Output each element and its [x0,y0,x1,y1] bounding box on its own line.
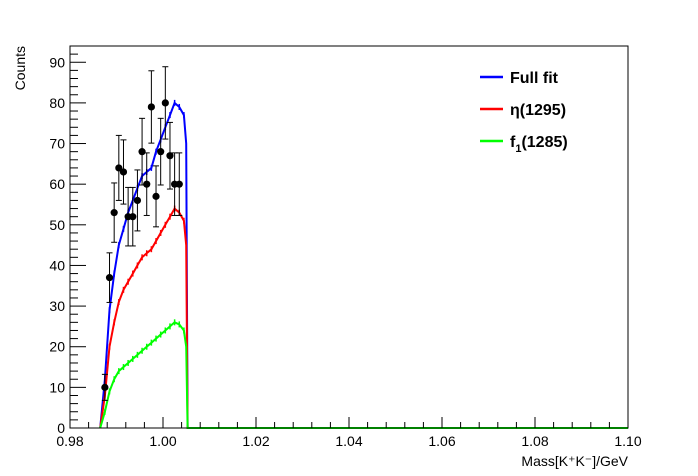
x-axis: 0.98 1.00 1.02 1.04 1.06 1.08 1.10 [56,417,642,449]
y-tick-label: 30 [49,298,65,314]
y-axis: 0 10 20 30 40 50 60 70 80 90 [49,45,86,436]
data-point [115,164,123,172]
y-tick-label: 10 [49,379,65,395]
legend: Full fit η(1295) f1(1285) [480,70,568,155]
legend-label: f1(1285) [510,134,568,155]
y-tick-label: 40 [49,257,65,273]
series-line [99,101,628,429]
data-point [147,103,155,111]
legend-label-sub: 1 [515,143,521,155]
y-tick-label: 70 [49,136,65,152]
legend-label-main: f [510,134,516,151]
y-tick-label: 90 [49,54,65,70]
x-tick-label: 1.06 [428,433,455,449]
legend-label-rest: (1285) [521,134,567,151]
data-points [101,66,183,401]
data-point [110,209,118,217]
data-point [152,192,160,200]
data-point [101,383,109,391]
plot-marks [99,66,628,429]
data-point [166,152,174,160]
x-tick-label: 1.10 [614,433,641,449]
data-point [119,168,128,176]
y-tick-label: 60 [49,176,65,192]
x-tick-label: 1.04 [335,433,362,449]
series-line [99,321,628,429]
y-tick-label: 0 [57,420,65,436]
series-line [99,207,628,429]
data-point [138,148,146,156]
y-tick-label: 50 [49,217,65,233]
x-axis-title: Mass[K⁺K⁻]/GeV [521,453,628,469]
data-point [175,180,183,188]
data-point [133,196,142,205]
y-axis-title: Counts [12,46,28,90]
x-tick-label: 0.98 [56,433,83,449]
data-point [161,99,169,107]
series-f1-1285- [99,319,628,429]
legend-label: η(1295) [510,102,566,119]
data-point [143,180,151,188]
x-tick-label: 1.08 [521,433,548,449]
data-point [129,213,137,221]
y-tick-label: 80 [49,95,65,111]
x-tick-label: 1.00 [149,433,176,449]
data-point [157,148,165,156]
legend-label: Full fit [510,70,559,87]
data-point [105,274,114,282]
y-tick-label: 20 [49,339,65,355]
x-tick-label: 1.02 [242,433,269,449]
